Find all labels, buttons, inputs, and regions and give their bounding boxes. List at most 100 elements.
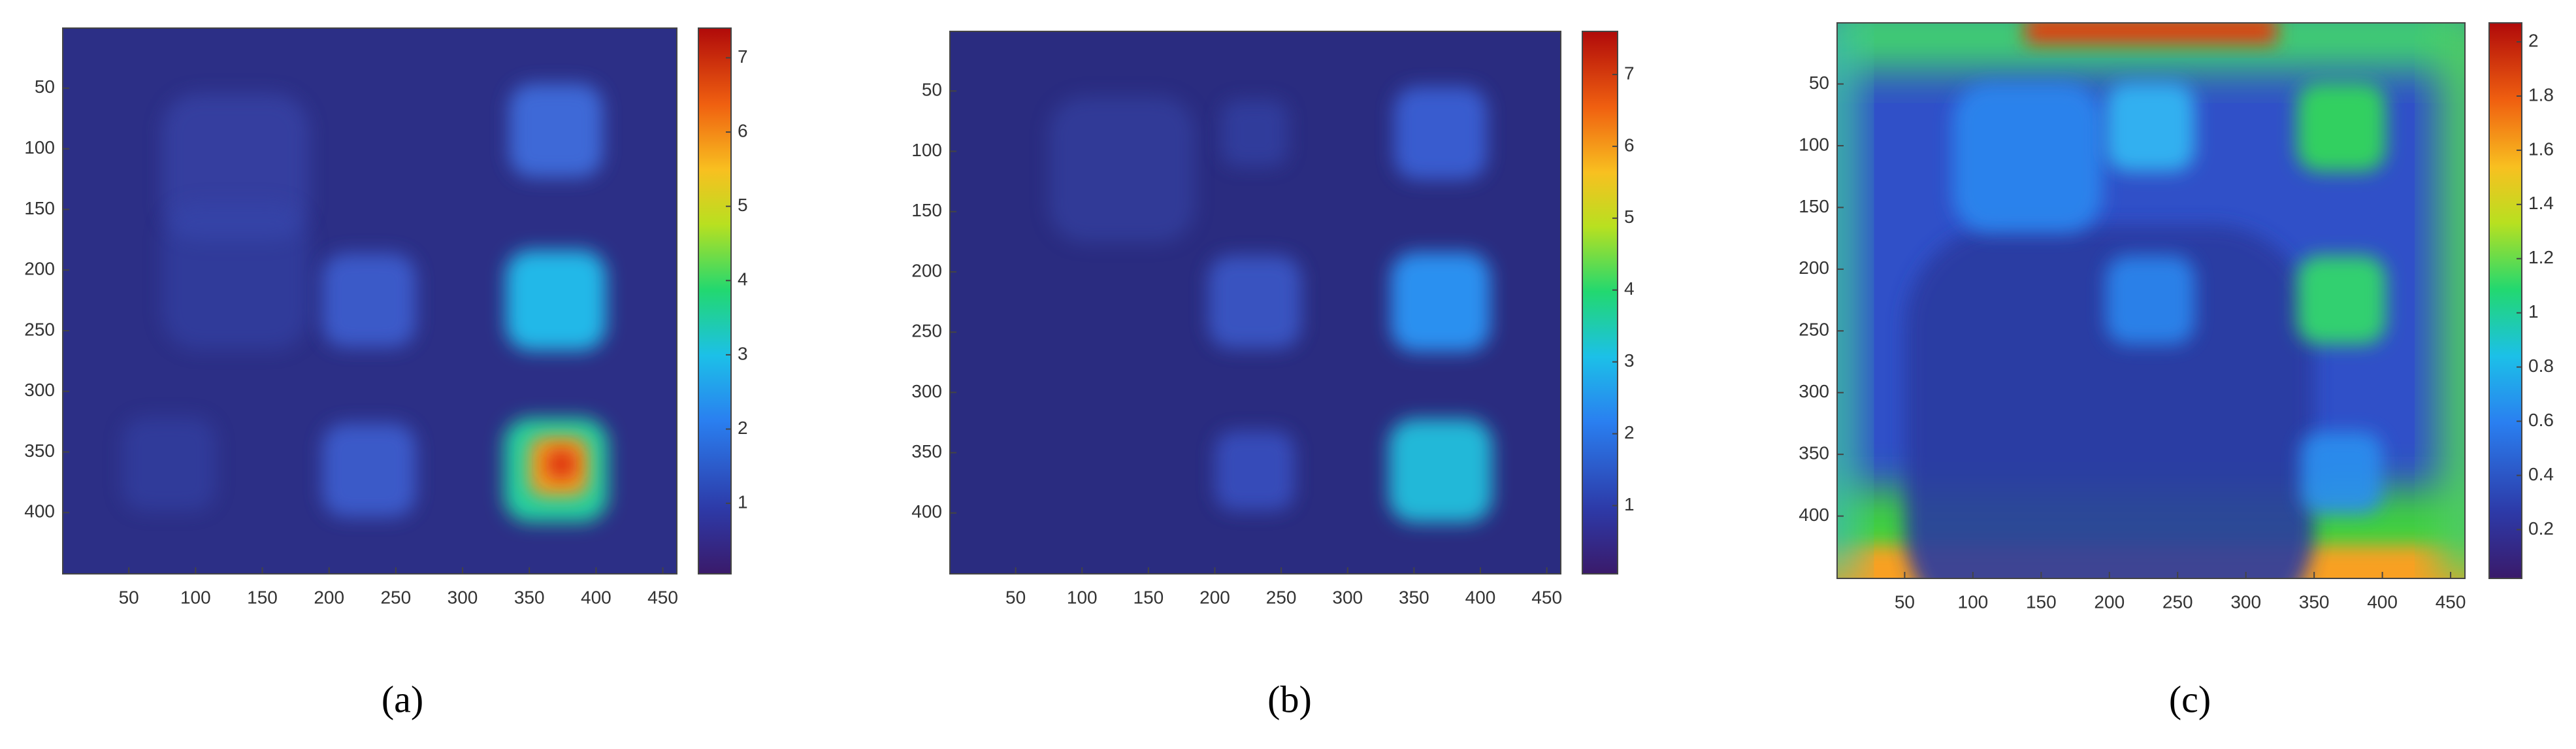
x-tick-label: 100 <box>180 587 211 607</box>
colorbar-tick-label: 7 <box>1624 63 1635 83</box>
panel-label: (b) <box>1267 678 1312 720</box>
y-tick-label: 300 <box>1799 381 1829 401</box>
colorbar-tick-label: 2 <box>738 418 748 438</box>
x-tick-label: 250 <box>380 587 411 607</box>
image-region <box>546 449 576 479</box>
colorbar-tick-label: 4 <box>1624 278 1635 299</box>
colorbar-tick-label: 1 <box>738 491 748 512</box>
image-region <box>1388 419 1493 523</box>
panel: 50 100 150 200 250 300 350 400 450 50 100 150 200 250… <box>24 27 748 720</box>
x-tick-label: 150 <box>1133 587 1164 607</box>
panel: 50 100 150 200 250 300 350 400 450 50 100 150 200 250… <box>911 31 1635 720</box>
image-region <box>122 417 216 511</box>
colorbar-tick-label: 1.4 <box>2528 193 2554 213</box>
y-tick-label: 250 <box>24 319 55 339</box>
y-tick-label: 50 <box>1809 73 1829 93</box>
edge <box>2025 23 2277 44</box>
image-region <box>2106 256 2195 344</box>
colorbar-tick-label: 5 <box>1624 207 1635 227</box>
image-region <box>1390 252 1491 352</box>
x-tick-label: 350 <box>1399 587 1429 607</box>
y-tick-label: 250 <box>911 321 942 341</box>
y-tick-label: 100 <box>911 140 942 160</box>
image-region <box>1208 255 1301 349</box>
colorbar-tick-label: 2 <box>2528 30 2539 50</box>
colorbar-tick-label: 6 <box>738 120 748 141</box>
y-tick-label: 150 <box>24 198 55 218</box>
x-tick-label: 100 <box>1958 591 1989 612</box>
image-region <box>2300 431 2383 514</box>
x-tick-label: 350 <box>514 587 545 607</box>
colorbar-tick-label: 1.8 <box>2528 84 2554 105</box>
x-tick-label: 150 <box>247 587 278 607</box>
colorbar-tick-label: 0.4 <box>2528 464 2554 484</box>
x-tick-label: 50 <box>1005 587 1026 607</box>
image-region <box>2106 82 2195 172</box>
x-tick-label: 350 <box>2299 591 2330 612</box>
y-tick-label: 250 <box>1799 320 1829 340</box>
colorbar-tick-label: 1.6 <box>2528 139 2554 159</box>
image-region <box>1049 96 1196 242</box>
colorbar <box>698 27 732 574</box>
colorbar-tick-label: 7 <box>738 46 748 67</box>
y-tick-label: 150 <box>1799 196 1829 216</box>
colorbar <box>2488 22 2522 579</box>
image-region <box>1904 225 2315 578</box>
image-region <box>506 250 606 351</box>
x-tick-label: 300 <box>448 587 478 607</box>
x-tick-label: 300 <box>1332 587 1363 607</box>
y-tick-label: 400 <box>24 501 55 522</box>
y-tick-label: 300 <box>911 381 942 401</box>
x-tick-label: 300 <box>2230 591 2261 612</box>
image-region <box>1394 86 1488 180</box>
y-tick-label: 50 <box>35 76 55 97</box>
image-region <box>509 84 603 178</box>
y-tick-label: 350 <box>911 441 942 461</box>
x-tick-label: 100 <box>1067 587 1098 607</box>
panel-label: (c) <box>2169 678 2211 720</box>
colorbar-tick-label: 0.2 <box>2528 518 2554 539</box>
y-tick-label: 300 <box>24 380 55 400</box>
image-region <box>1221 100 1288 167</box>
heatmap-image <box>1837 23 2465 578</box>
image-region <box>322 254 416 348</box>
image-region <box>1952 82 2103 233</box>
colorbar <box>1582 31 1618 574</box>
colorbar-tick-label: 1.2 <box>2528 247 2554 267</box>
image-region <box>2297 256 2386 344</box>
image-region <box>2297 82 2386 172</box>
plot-frame <box>949 31 1561 574</box>
y-tick-label: 100 <box>24 137 55 158</box>
image-region <box>162 203 310 350</box>
y-tick-label: 50 <box>922 80 942 100</box>
x-tick-label: 400 <box>2367 591 2398 612</box>
colorbar-tick-label: 4 <box>738 269 748 290</box>
y-tick-label: 350 <box>1799 443 1829 463</box>
colorbar-tick-label: 5 <box>738 195 748 215</box>
y-tick-label: 400 <box>911 501 942 522</box>
y-tick-label: 150 <box>911 200 942 220</box>
x-tick-label: 50 <box>119 587 139 607</box>
image-region <box>322 423 416 517</box>
y-tick-label: 200 <box>1799 258 1829 278</box>
edge <box>1837 23 1855 578</box>
colorbar-tick-label: 6 <box>1624 135 1635 155</box>
heatmap-image <box>63 28 677 574</box>
y-tick-label: 100 <box>1799 134 1829 154</box>
image-region <box>1215 431 1295 511</box>
x-tick-label: 200 <box>2094 591 2125 612</box>
x-tick-label: 400 <box>1465 587 1496 607</box>
y-tick-label: 200 <box>24 259 55 279</box>
colorbar-tick-label: 2 <box>1624 422 1635 442</box>
x-tick-label: 450 <box>2436 591 2466 612</box>
x-tick-label: 250 <box>2162 591 2193 612</box>
x-tick-label: 50 <box>1895 591 1915 612</box>
colorbar-tick-label: 1 <box>1624 494 1635 514</box>
x-tick-label: 200 <box>314 587 344 607</box>
y-tick-label: 200 <box>911 260 942 280</box>
colorbar-tick-label: 1 <box>2528 301 2539 322</box>
colorbar-tick-label: 0.6 <box>2528 410 2554 430</box>
x-tick-label: 200 <box>1199 587 1230 607</box>
y-tick-label: 400 <box>1799 505 1829 525</box>
